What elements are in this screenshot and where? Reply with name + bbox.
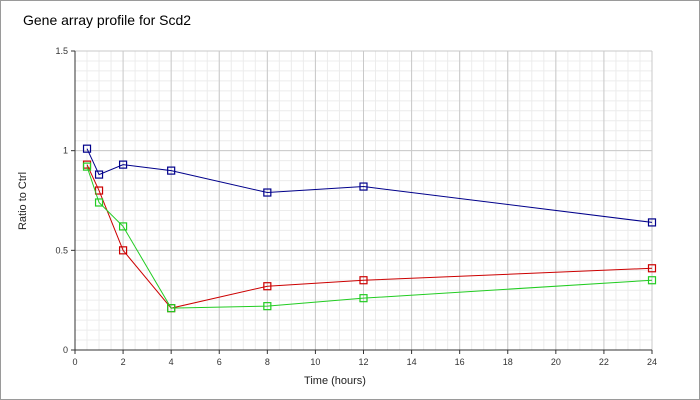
series-2 (82, 160, 657, 313)
x-tick-label: 18 (503, 357, 513, 367)
data-point[interactable] (167, 166, 176, 175)
x-tick-label: 22 (599, 357, 609, 367)
data-point[interactable] (263, 282, 272, 291)
series-3 (82, 162, 657, 313)
x-axis-ticks: 0 2 4 6 8 10 12 14 16 18 20 22 24 (72, 350, 657, 367)
x-tick-label: 10 (310, 357, 320, 367)
data-point[interactable] (94, 198, 104, 207)
data-point[interactable] (647, 218, 657, 227)
data-point[interactable] (647, 276, 657, 285)
data-point[interactable] (359, 182, 368, 191)
y-tick-label: 0 (63, 345, 68, 355)
y-axis-ticks: 0 0.5 1 1.5 (55, 46, 75, 355)
x-tick-label: 16 (455, 357, 465, 367)
data-point[interactable] (263, 188, 272, 197)
y-tick-label: 0.5 (55, 245, 68, 255)
x-tick-label: 0 (72, 357, 77, 367)
data-point[interactable] (647, 264, 657, 273)
data-point[interactable] (263, 302, 272, 311)
grid (74, 50, 653, 351)
series-line (86, 164, 653, 309)
series-1 (82, 144, 657, 227)
y-tick-label: 1 (63, 146, 68, 156)
data-point[interactable] (94, 170, 104, 179)
x-tick-label: 24 (647, 357, 657, 367)
x-tick-label: 2 (121, 357, 126, 367)
data-point[interactable] (167, 304, 176, 313)
y-axis-label: Ratio to Ctrl (17, 172, 29, 230)
x-tick-label: 14 (407, 357, 417, 367)
data-point[interactable] (359, 276, 368, 285)
data-point[interactable] (359, 294, 368, 303)
data-point[interactable] (118, 222, 128, 231)
x-tick-label: 20 (551, 357, 561, 367)
data-point[interactable] (82, 144, 92, 153)
series-line (86, 148, 653, 223)
chart-title: Gene array profile for Scd2 (23, 12, 191, 28)
y-tick-label: 1.5 (55, 46, 68, 56)
data-point[interactable] (118, 246, 128, 255)
data-point[interactable] (82, 162, 92, 171)
x-tick-label: 4 (169, 357, 174, 367)
x-tick-label: 8 (265, 357, 270, 367)
data-point[interactable] (118, 160, 128, 169)
series-line (86, 166, 653, 309)
series-layer (82, 144, 657, 313)
x-tick-label: 6 (217, 357, 222, 367)
x-axis-label: Time (hours) (304, 375, 366, 387)
x-tick-label: 12 (358, 357, 368, 367)
